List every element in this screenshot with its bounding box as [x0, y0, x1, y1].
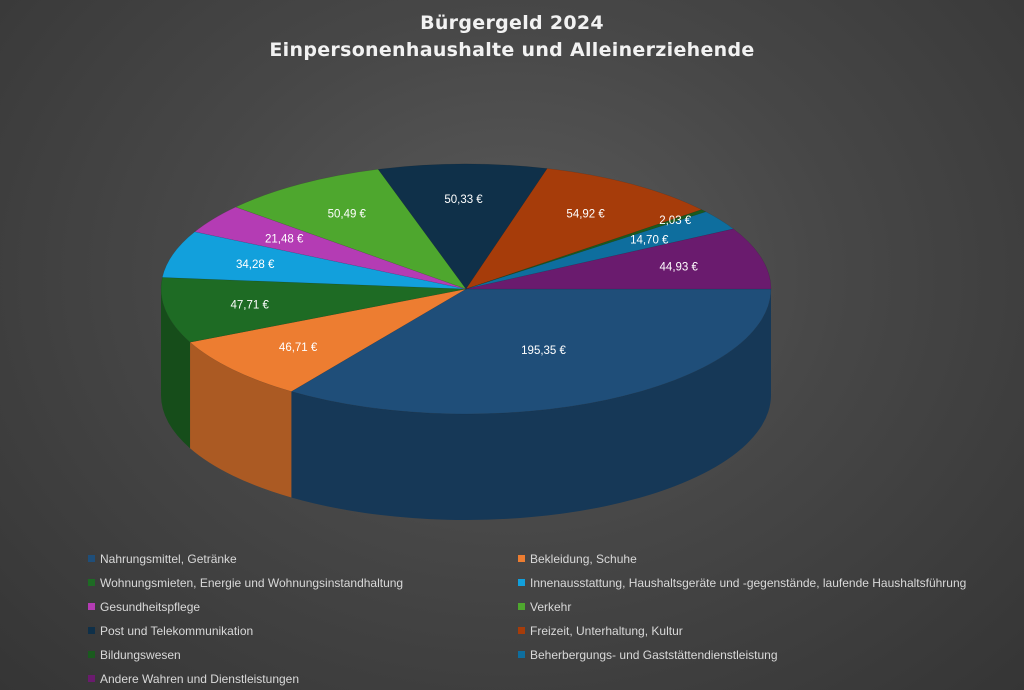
pie-slice-2[interactable] — [160, 277, 467, 343]
legend-swatch-0 — [88, 555, 95, 562]
legend-item-0: Nahrungsmittel, Getränke — [88, 550, 518, 567]
data-label-9: 14,70 € — [630, 234, 669, 246]
legend-item-4: Gesundheitspflege — [88, 598, 518, 615]
legend-swatch-7 — [518, 627, 525, 634]
pie-slice-4[interactable] — [194, 206, 467, 290]
pie-slice-7[interactable] — [465, 168, 703, 290]
legend-label-0: Nahrungsmittel, Getränke — [100, 551, 237, 566]
legend-swatch-1 — [518, 555, 525, 562]
data-label-7: 54,92 € — [566, 209, 605, 221]
pie-side-0 — [291, 289, 772, 520]
data-label-1: 46,71 € — [279, 342, 318, 354]
pie-slice-8[interactable] — [465, 209, 707, 290]
legend-label-9: Beherbergungs- und Gaststättendienstleis… — [530, 647, 778, 662]
legend-label-1: Bekleidung, Schuhe — [530, 551, 637, 566]
legend-swatch-9 — [518, 651, 525, 658]
pie-slice-10[interactable] — [465, 228, 772, 290]
legend-swatch-10 — [88, 675, 95, 682]
pie-chart: 195,35 € 46,71 € 47,71 € 34,28 € 21,48 € 50,4… — [160, 163, 772, 520]
legend-swatch-8 — [88, 651, 95, 658]
legend-item-5: Verkehr — [518, 598, 988, 615]
chart-title-line-1: Bürgergeld 2024 — [420, 12, 604, 34]
data-label-10: 44,93 € — [660, 262, 699, 274]
legend-swatch-2 — [88, 579, 95, 586]
pie-slice-0[interactable] — [290, 288, 772, 415]
data-label-8: 2,03 € — [659, 215, 692, 227]
legend-label-8: Bildungswesen — [100, 647, 181, 662]
pie-slice-6[interactable] — [377, 163, 548, 290]
legend-swatch-6 — [88, 627, 95, 634]
pie-side-2 — [161, 289, 191, 449]
pie-slice-9[interactable] — [465, 211, 735, 290]
legend-item-2: Wohnungsmieten, Energie und Wohnungsinst… — [88, 574, 518, 591]
legend-item-9: Beherbergungs- und Gaststättendienstleis… — [518, 646, 988, 663]
pie-labels: 195,35 € 46,71 € 47,71 € 34,28 € 21,48 € 50,4… — [231, 194, 699, 357]
legend-label-7: Freizeit, Unterhaltung, Kultur — [530, 623, 683, 638]
legend-label-5: Verkehr — [530, 599, 572, 614]
data-label-2: 47,71 € — [231, 300, 270, 312]
pie-slice-1[interactable] — [189, 288, 467, 392]
legend-label-2: Wohnungsmieten, Energie und Wohnungsinst… — [100, 575, 404, 590]
legend-label-3: Innenausstattung, Haushaltsgeräte und -g… — [530, 575, 967, 590]
chart-legend: Nahrungsmittel, Getränke Bekleidung, Schu… — [88, 550, 988, 687]
legend-item-3: Innenausstattung, Haushaltsgeräte und -g… — [518, 574, 988, 591]
legend-swatch-3 — [518, 579, 525, 586]
legend-label-10: Andere Wahren und Dienstleistungen — [100, 671, 300, 686]
data-label-5: 50,49 € — [328, 208, 367, 220]
pie-top — [160, 163, 772, 415]
chart-title: Bürgergeld 2024 Einpersonenhaushalte und… — [0, 10, 1024, 64]
legend-item-7: Freizeit, Unterhaltung, Kultur — [518, 622, 988, 639]
data-label-6: 50,33 € — [444, 194, 483, 206]
pie-slice-5[interactable] — [235, 169, 467, 290]
legend-swatch-4 — [88, 603, 95, 610]
legend-item-1: Bekleidung, Schuhe — [518, 550, 988, 567]
pie-sides — [161, 289, 772, 520]
chart-title-line-2: Einpersonenhaushalte und Alleinerziehend… — [269, 39, 755, 61]
legend-swatch-5 — [518, 603, 525, 610]
pie-slice-3[interactable] — [161, 231, 467, 290]
legend-item-10: Andere Wahren und Dienstleistungen — [88, 670, 518, 687]
legend-label-6: Post und Telekommunikation — [100, 623, 254, 638]
legend-label-4: Gesundheitspflege — [100, 599, 201, 614]
pie-side-1 — [190, 342, 292, 498]
data-label-4: 21,48 € — [265, 234, 304, 246]
data-label-3: 34,28 € — [236, 259, 275, 271]
data-label-0: 195,35 € — [521, 345, 566, 357]
legend-item-6: Post und Telekommunikation — [88, 622, 518, 639]
legend-item-8: Bildungswesen — [88, 646, 518, 663]
